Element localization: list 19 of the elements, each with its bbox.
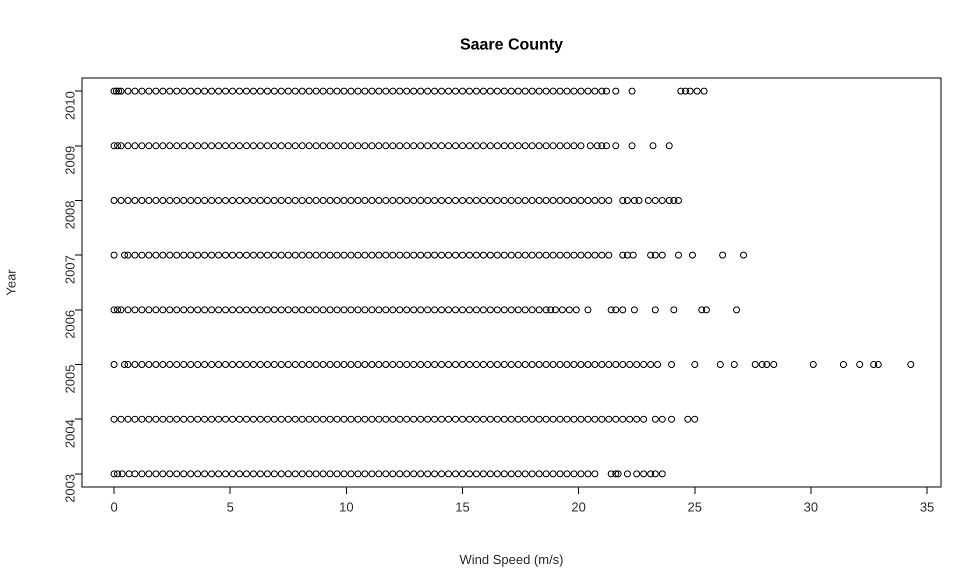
y-tick-label: 2005 — [62, 364, 78, 394]
x-tick-label: 20 — [571, 499, 586, 514]
y-tick-label: 2007 — [62, 255, 78, 284]
x-tick-label: 25 — [688, 499, 702, 514]
y-axis-title: Year — [3, 268, 18, 296]
y-tick-label: 2009 — [62, 146, 78, 175]
x-axis-title: Wind Speed (m/s) — [459, 552, 564, 567]
x-tick-label: 15 — [455, 499, 470, 514]
y-tick-label: 2008 — [62, 200, 78, 230]
y-tick-label: 2006 — [62, 310, 78, 339]
x-tick-label: 0 — [110, 499, 118, 514]
chart-title: Saare County — [460, 36, 564, 54]
x-tick-label: 35 — [920, 499, 934, 514]
y-tick-label: 2004 — [62, 419, 78, 448]
x-tick-label: 5 — [226, 499, 234, 514]
y-tick-label: 2010 — [62, 91, 78, 120]
x-tick-label: 10 — [339, 499, 354, 514]
x-tick-label: 30 — [804, 499, 818, 514]
y-tick-label: 2003 — [62, 474, 78, 503]
